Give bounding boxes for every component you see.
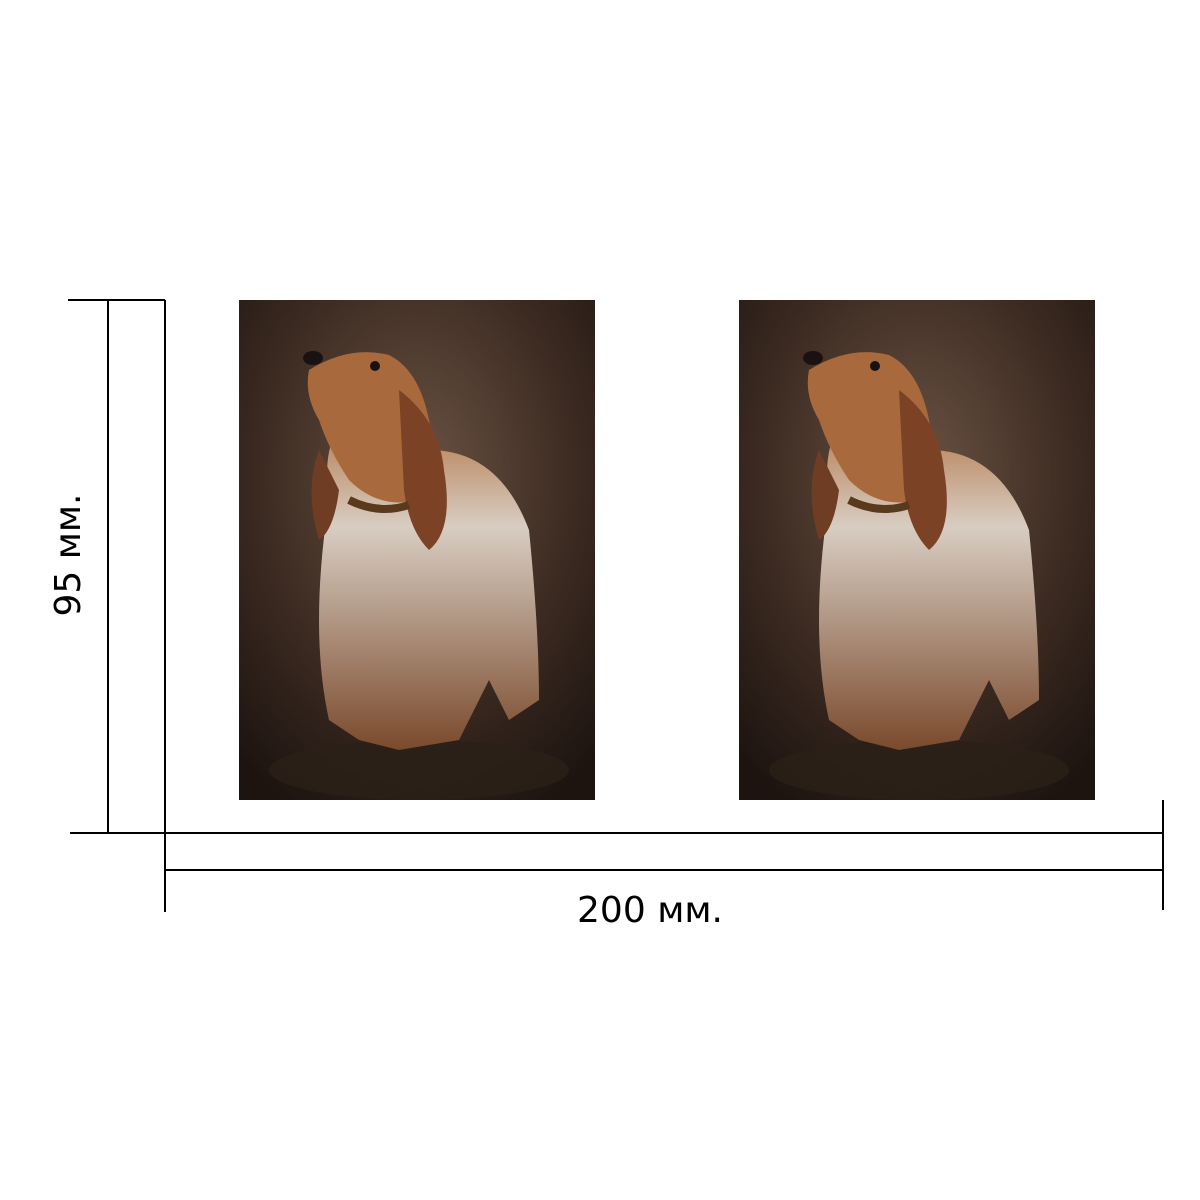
height-dimension: 95 мм. xyxy=(48,299,166,834)
width-dimension: 200 мм. xyxy=(164,800,1164,931)
product-photo xyxy=(739,300,1095,800)
width-label: 200 мм. xyxy=(577,890,723,931)
product-photo xyxy=(239,300,595,800)
height-label: 95 мм. xyxy=(48,493,89,616)
